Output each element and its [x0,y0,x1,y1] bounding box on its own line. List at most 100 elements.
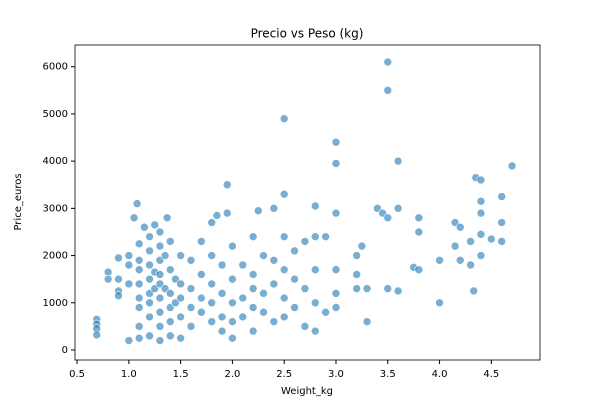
point [145,232,154,241]
point [279,265,289,275]
y-tick-label: 2000 [43,251,68,262]
point [383,57,393,67]
point [228,298,237,308]
point [300,237,310,246]
point [186,303,196,312]
point [466,260,475,270]
point [487,234,496,244]
point [124,260,134,270]
point [331,303,341,312]
point [186,322,196,331]
point [124,336,134,345]
point [279,189,289,199]
point [155,307,165,317]
x-tick-label: 2.0 [224,369,240,380]
x-tick-label: 1.0 [121,369,137,380]
point [393,156,403,166]
point [140,222,149,232]
point [435,255,444,265]
point [145,312,154,322]
point [248,284,258,293]
point [176,333,185,343]
point [132,199,142,208]
chart-title: Precio vs Peso (kg) [251,27,364,41]
point [310,232,320,241]
point [414,213,424,223]
point [197,237,206,246]
point [269,255,279,265]
point [290,303,299,312]
y-tick-label: 0 [62,345,68,356]
point [217,312,227,322]
point [393,286,403,296]
point [217,326,227,336]
point [197,293,206,303]
point [497,218,506,227]
point [222,180,232,190]
point [321,307,330,317]
point [455,255,465,265]
point [476,251,486,260]
x-tick-label: 3.0 [328,369,344,380]
x-tick-label: 0.5 [69,369,85,380]
point [114,291,123,300]
point [310,326,320,336]
point [450,241,460,251]
point [383,284,393,293]
point [238,312,248,322]
point [134,333,144,343]
point [176,279,185,289]
point [238,293,248,303]
point [248,326,258,336]
point [383,86,393,95]
point [176,251,185,260]
point [455,222,465,232]
point [145,246,154,256]
point [145,331,154,341]
point [290,274,299,284]
point [352,270,361,279]
point [248,232,258,241]
point [114,253,123,263]
point [228,274,237,284]
x-tick-label: 4.5 [483,369,499,380]
point [155,336,165,345]
point [217,289,227,298]
point [176,293,185,303]
point [155,227,165,237]
point [92,330,102,340]
point [207,218,217,227]
y-tick-label: 3000 [43,203,68,214]
y-axis-label: Price_euros [13,173,24,230]
point [165,289,175,298]
point [207,251,217,260]
point [469,286,479,296]
point [279,114,289,123]
y-tick-label: 4000 [43,156,68,167]
point [217,260,227,270]
point [300,322,310,331]
point [497,237,506,246]
point [155,293,165,303]
point [207,279,217,289]
point [321,232,330,241]
point [165,317,175,326]
point [362,284,372,293]
x-tick-label: 1.5 [173,369,189,380]
point [103,274,113,284]
y-tick-label: 5000 [43,109,68,120]
point [259,251,268,260]
x-tick-label: 3.5 [380,369,396,380]
point [331,265,341,275]
point [165,331,175,341]
y-tick-label: 6000 [43,62,68,73]
point [248,303,258,312]
point [134,265,144,275]
point [269,279,279,289]
point [222,208,232,218]
point [145,260,154,270]
point [228,241,237,251]
point [212,211,222,220]
point [176,312,185,322]
point [145,298,154,308]
